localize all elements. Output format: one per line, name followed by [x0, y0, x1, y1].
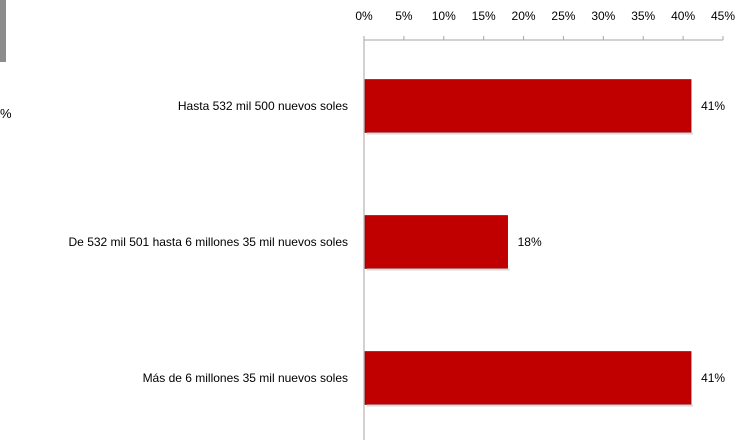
x-tick-label: 5%: [395, 9, 413, 23]
x-tick-label: 45%: [711, 9, 735, 23]
x-tick-label: 20%: [512, 9, 536, 23]
bar: [364, 79, 692, 133]
bar: [364, 351, 692, 405]
bar-shadow: [367, 132, 694, 135]
x-tick-label: 15%: [472, 9, 496, 23]
x-tick-label: 10%: [432, 9, 456, 23]
category-label: Más de 6 millones 35 mil nuevos soles: [143, 371, 348, 385]
x-tick-label: 25%: [551, 9, 575, 23]
cropped-percent-text: %: [0, 106, 12, 121]
data-label: 18%: [518, 235, 542, 249]
data-label: 41%: [701, 371, 725, 385]
category-label: Hasta 532 mil 500 nuevos soles: [178, 99, 348, 113]
cropped-shape-fragment: [0, 0, 6, 62]
x-tick-label: 30%: [591, 9, 615, 23]
bar-shadow: [367, 404, 694, 407]
data-label: 41%: [701, 99, 725, 113]
x-tick-label: 35%: [631, 9, 655, 23]
x-tick-label: 0%: [355, 9, 373, 23]
bar-shadow: [367, 268, 510, 271]
bar: [364, 215, 508, 269]
category-label: De 532 mil 501 hasta 6 millones 35 mil n…: [69, 235, 348, 249]
x-tick-label: 40%: [671, 9, 695, 23]
